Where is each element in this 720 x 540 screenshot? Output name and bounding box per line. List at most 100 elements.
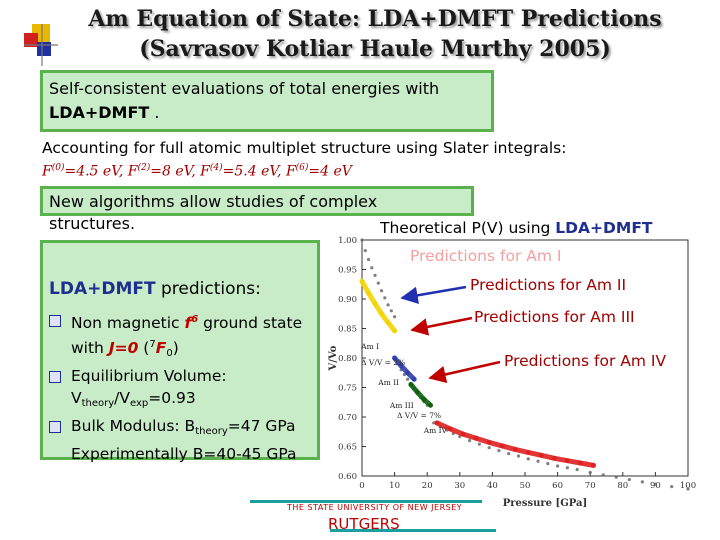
bullet-square-icon [49, 315, 61, 327]
bullet-ground-state: Non magnetic f6 ground state with J=0 (7… [49, 309, 309, 365]
series-point-2 [398, 363, 404, 369]
footer-rutgers: RUTGERS [328, 515, 400, 533]
exp-point [386, 303, 390, 307]
x-tick-label: 50 [520, 481, 531, 491]
series-point-2 [405, 370, 411, 376]
total-energy-box: Self-consistent evaluations of total ene… [40, 70, 494, 132]
exp-point [373, 273, 377, 277]
label-am1: Predictions for Am I [410, 247, 562, 265]
y-tick-label: 1.00 [338, 236, 357, 246]
footer-line-right [330, 529, 496, 532]
series-point-1 [385, 320, 391, 325]
exp-point [686, 487, 690, 491]
multiplet-text: Accounting for full atomic multiplet str… [42, 139, 567, 157]
y-tick-label: 0.75 [338, 384, 357, 394]
y-tick-label: 0.95 [338, 266, 357, 276]
b1-f: f [184, 314, 192, 333]
b2-val: =0.93 [148, 389, 196, 408]
b2-v1: V [71, 389, 82, 408]
slater-f0-sup: (0) [51, 163, 65, 173]
slater-f6-value: =4 eV [308, 163, 352, 180]
exp-point [556, 464, 560, 468]
b2-v2sub: exp [130, 398, 149, 410]
b2-slash: /V [114, 389, 130, 408]
exp-point [376, 281, 380, 285]
chart-annotation: Am I [360, 342, 379, 351]
series-point-1 [372, 301, 378, 307]
exp-point [516, 454, 521, 458]
exp-point [640, 480, 644, 484]
b3-exp: Experimentally B=40-45 GPa [71, 445, 297, 464]
predictions-heading: LDA+DMFT predictions: [49, 279, 309, 299]
series-point-4 [525, 450, 531, 455]
predictions-heading-bold: LDA+DMFT [49, 279, 156, 299]
exp-point [670, 485, 674, 489]
x-tick-label: 20 [422, 481, 433, 491]
exp-point [526, 457, 530, 461]
chart-annotation: Δ V/V = 2% [361, 358, 405, 367]
predictions-box: LDA+DMFT predictions: Non magnetic f6 gr… [40, 240, 320, 463]
b1-F: F [155, 339, 167, 358]
b1-text-g: ) [172, 339, 179, 358]
series-point-4 [486, 439, 492, 445]
series-line-3 [408, 382, 433, 408]
series-line-2 [392, 355, 417, 382]
slater-f6-label: F [285, 163, 296, 180]
series-point-1 [366, 290, 371, 296]
exp-point [536, 459, 540, 463]
b3-text-a: Bulk Modulus: B [71, 417, 196, 436]
series-point-1 [392, 328, 397, 334]
series-point-3 [415, 389, 420, 395]
b3-sub: theory [195, 426, 228, 438]
label-am3: Predictions for Am III [474, 308, 635, 326]
series-point-3 [408, 382, 414, 387]
series-point-1 [359, 278, 365, 284]
x-tick-label: 90 [650, 481, 661, 491]
theoretical-text: Theoretical P(V) using [380, 219, 556, 237]
exp-point [363, 249, 367, 253]
footer-university: THE STATE UNIVERSITY OF NEW JERSEY [287, 503, 463, 512]
y-tick-label: 0.80 [338, 354, 357, 364]
exp-point [370, 266, 374, 270]
x-tick-label: 70 [585, 481, 596, 491]
theoretical-caption: Theoretical P(V) using LDA+DMFT [380, 219, 652, 237]
exp-point [653, 482, 657, 486]
algorithms-box: New algorithms allow studies of complex … [40, 186, 474, 233]
footer-line-left [250, 500, 482, 503]
x-tick-label: 100 [680, 481, 696, 491]
title-line-2: (Savrasov Kotliar Haule Murthy 2005) [139, 36, 611, 62]
exp-point [575, 467, 579, 472]
series-point-3 [428, 402, 433, 408]
y-axis-label: V/Vo [328, 345, 339, 371]
series-point-2 [392, 355, 397, 361]
x-tick-label: 10 [389, 481, 400, 491]
pv-chart: 1.00 0.95 0.90 0.85 0.80 0.75 0.70 0.65 0.600 10 2… [328, 236, 696, 509]
bullet-bulk-modulus: Bulk Modulus: Btheory=47 GPa Experimenta… [49, 415, 309, 465]
y-tick-label: 0.70 [338, 413, 357, 423]
x-tick-label: 40 [487, 481, 498, 491]
slater-integrals: F(0)=4.5 eV, F(2)=8 eV, F(4)=5.4 eV, F(6… [42, 158, 566, 182]
chart-annotation: Am II [377, 378, 399, 387]
box1-bold: LDA+DMFT [49, 103, 150, 122]
label-am4: Predictions for Am IV [504, 352, 667, 370]
y-tick-label: 0.90 [338, 295, 357, 305]
y-tick-label: 0.60 [338, 472, 357, 482]
x-tick-label: 30 [454, 481, 465, 491]
series-point-4 [447, 426, 453, 432]
y-tick-label: 0.85 [338, 325, 357, 335]
b1-fsup: 6 [191, 314, 199, 325]
b1-text-c: with [71, 339, 109, 358]
b1-fsub: 0 [166, 348, 173, 360]
exp-point [379, 289, 384, 293]
exp-point [389, 309, 393, 313]
series-point-4 [460, 431, 466, 437]
bullet-square-icon [49, 421, 61, 434]
exp-point [507, 451, 511, 456]
chart-annotation: Am IV [423, 426, 448, 435]
box2-text: New algorithms allow studies of complex … [49, 192, 378, 233]
exp-point [627, 477, 631, 482]
x-tick-label: 0 [359, 481, 364, 491]
slater-f4-value: =5.4 eV, [222, 163, 286, 180]
exp-point [366, 257, 371, 262]
x-tick-label: 80 [617, 481, 628, 491]
